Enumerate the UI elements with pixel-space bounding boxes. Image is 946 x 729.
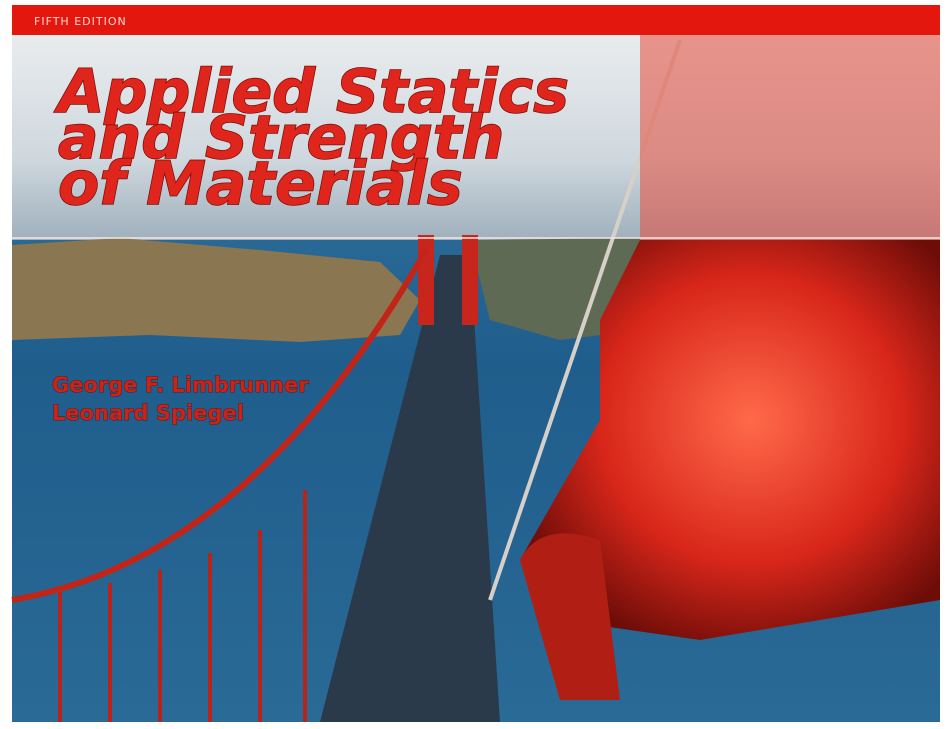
book-cover: FIFTH EDITION Applied Statics and Streng… [0,0,946,729]
author: George F. Limbrunner [52,373,309,397]
edition: FIFTH EDITION [34,15,127,28]
author: Leonard Spiegel [52,401,244,425]
header-band [12,5,940,35]
bridge-tower [418,235,434,325]
red-overlay [640,35,940,240]
page: FIFTH EDITION Applied Statics and Streng… [0,0,946,729]
bridge-tower [462,235,478,325]
title-line: of Materials [58,149,463,219]
